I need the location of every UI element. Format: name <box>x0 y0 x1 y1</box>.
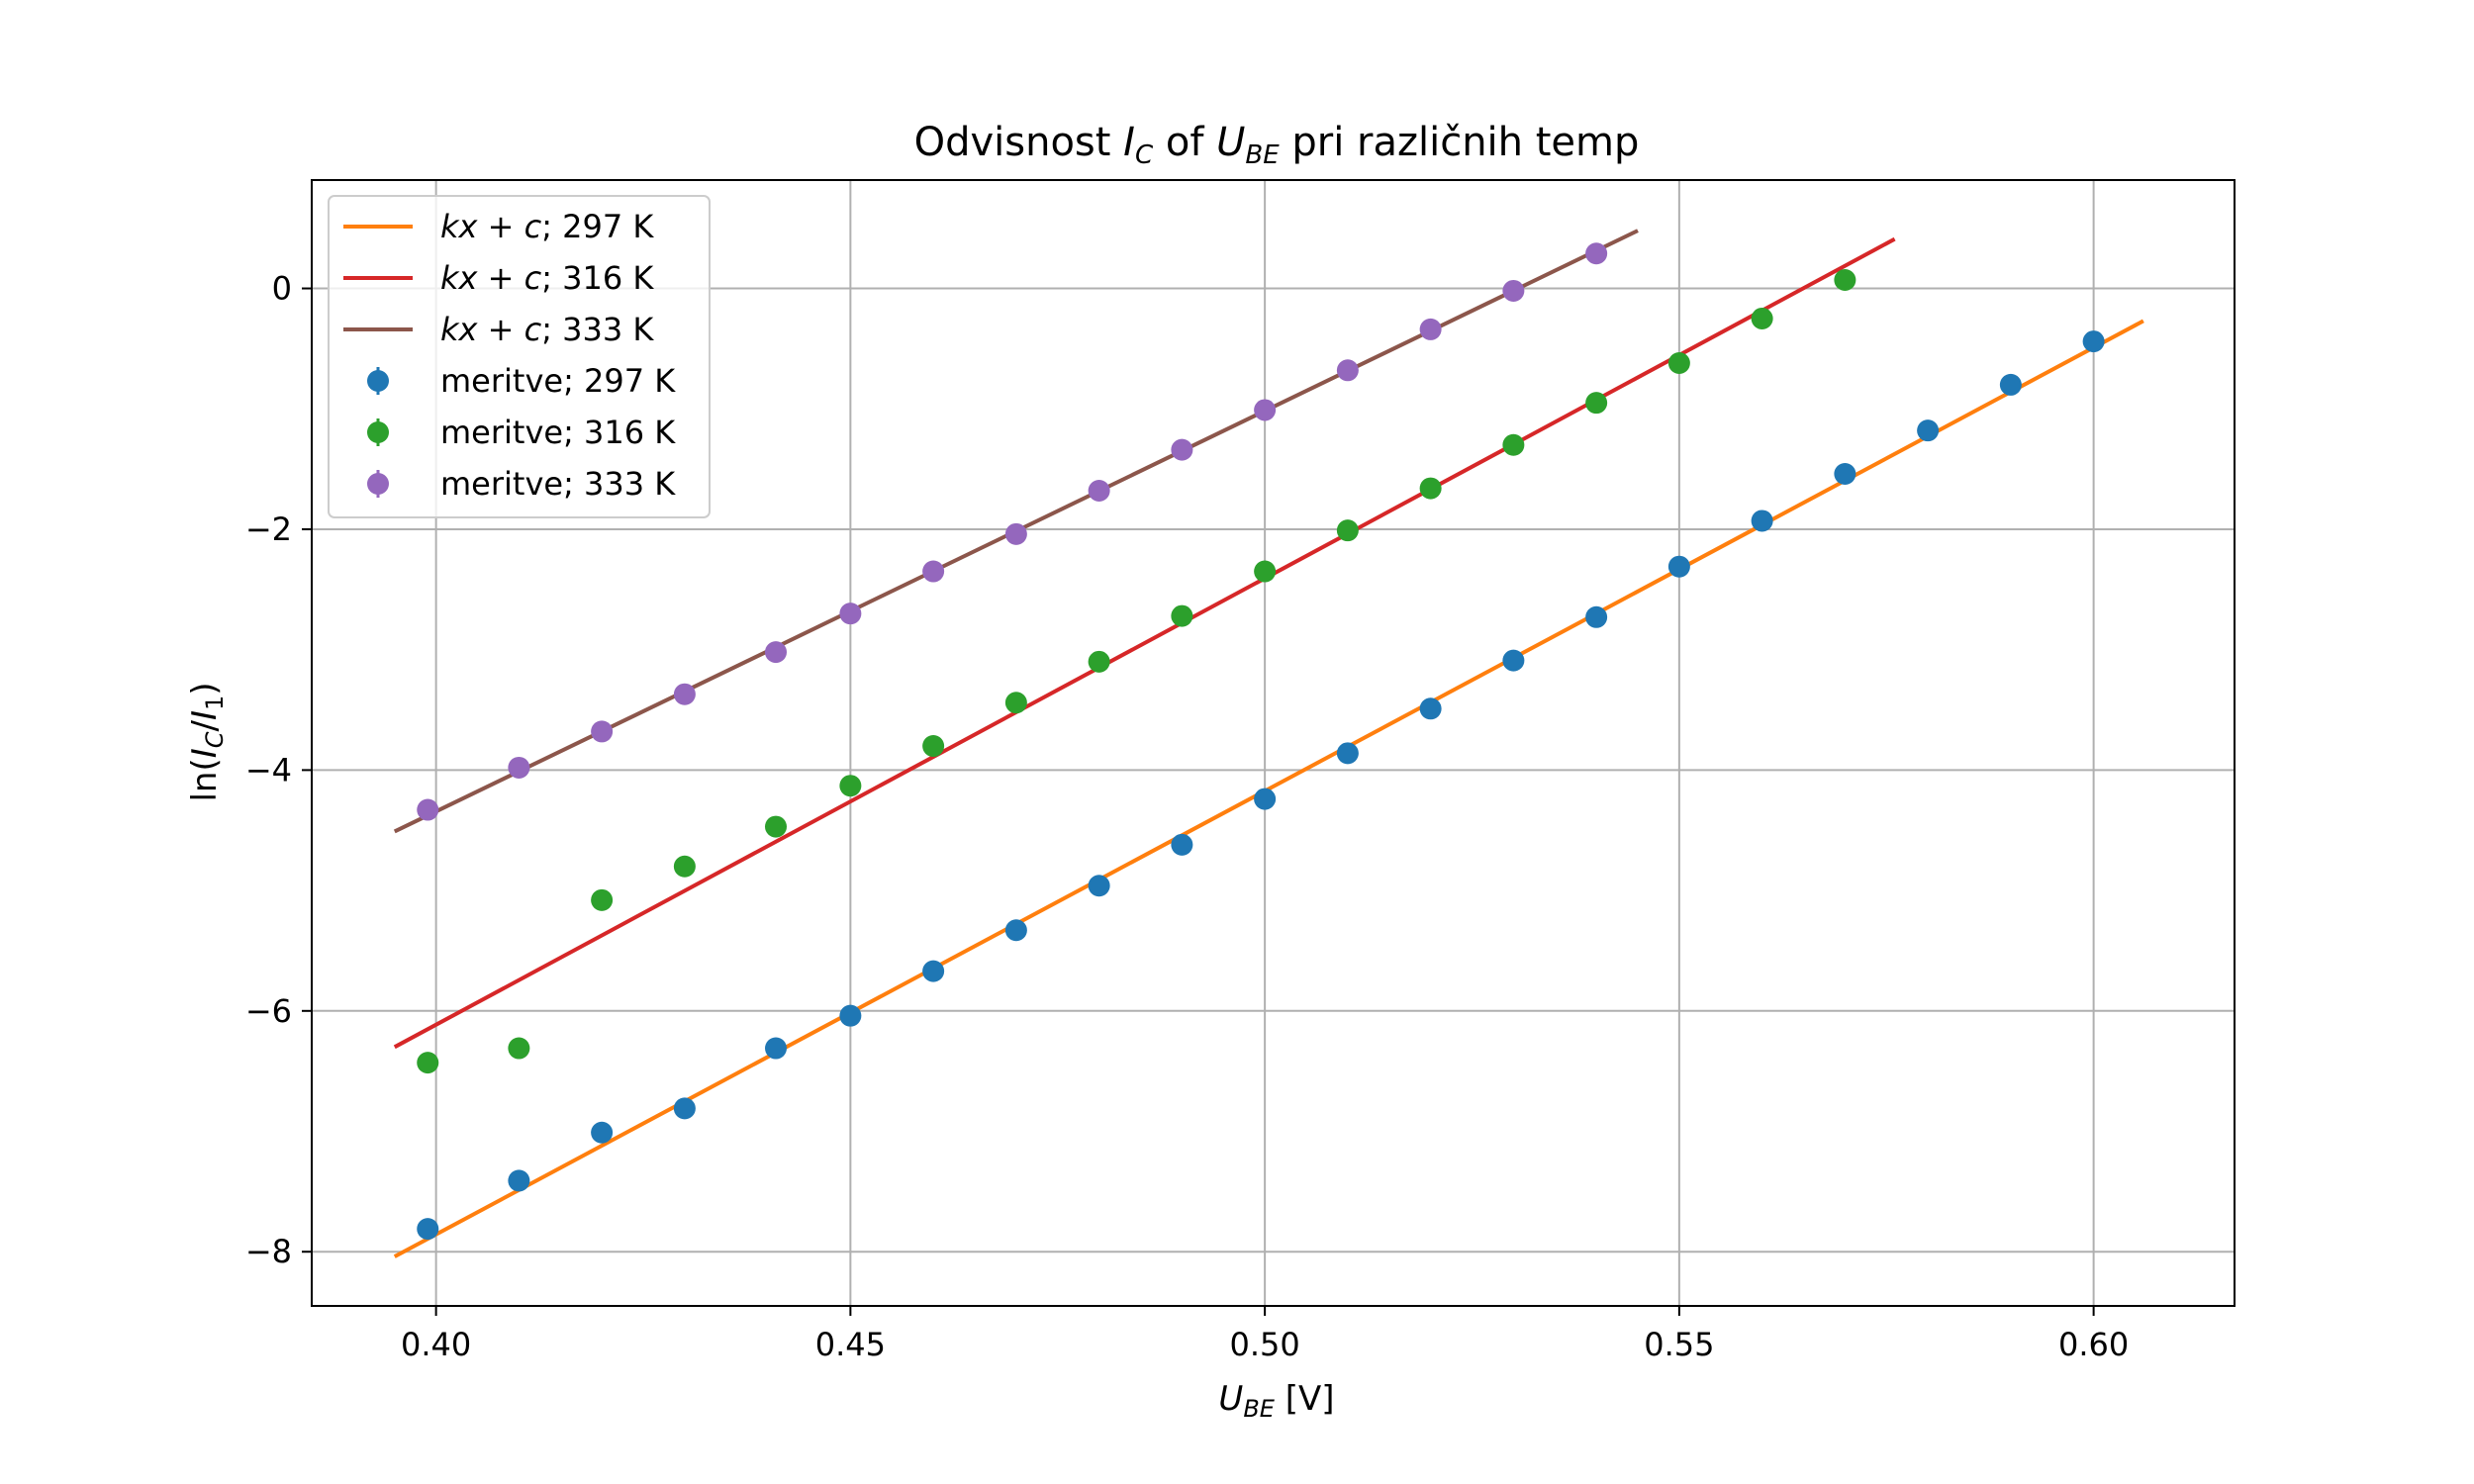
data-point <box>1254 560 1277 583</box>
chart-title: Odvisnost IC of UBE pri različnih temp <box>914 120 1640 170</box>
data-point <box>1419 697 1442 720</box>
data-point <box>922 560 945 583</box>
data-point <box>1834 269 1856 292</box>
data-point <box>417 1218 439 1241</box>
data-point <box>2082 330 2105 353</box>
data-point <box>839 775 862 797</box>
data-point <box>508 1037 530 1060</box>
data-point <box>765 815 787 838</box>
data-point <box>1336 519 1359 542</box>
data-point <box>1751 510 1773 532</box>
data-point <box>417 1052 439 1074</box>
data-point <box>1254 788 1277 810</box>
data-point <box>1751 307 1773 329</box>
legend-marker-swatch <box>367 370 389 392</box>
y-tick-label: 0 <box>272 270 292 308</box>
data-point <box>1585 242 1608 265</box>
y-tick-label: −2 <box>245 510 292 548</box>
data-point <box>1088 480 1110 503</box>
legend-marker-swatch <box>367 421 389 443</box>
data-point <box>765 1037 787 1060</box>
x-tick-label: 0.40 <box>401 1326 471 1363</box>
data-point <box>1999 373 2022 396</box>
data-point <box>1834 462 1856 485</box>
legend-label: kx + c; 333 K <box>440 311 654 348</box>
data-point <box>1667 555 1690 578</box>
y-axis-ticks: −8 −6 −4 −2 0 <box>245 270 312 1270</box>
data-point <box>1171 604 1193 627</box>
y-tick-label: −8 <box>245 1233 292 1270</box>
data-point <box>591 1121 614 1144</box>
data-point <box>508 756 530 779</box>
y-tick-label: −4 <box>245 751 292 788</box>
legend-label: meritve; 333 K <box>440 465 676 503</box>
data-point <box>1254 399 1277 421</box>
data-point <box>1667 352 1690 375</box>
data-point <box>591 888 614 911</box>
data-point <box>1917 419 1940 442</box>
data-point <box>1088 650 1110 673</box>
x-tick-label: 0.45 <box>815 1326 886 1363</box>
data-point <box>673 855 696 878</box>
data-points <box>417 242 2105 1241</box>
legend-label: kx + c; 297 K <box>440 208 654 245</box>
data-point <box>417 798 439 821</box>
data-point <box>1502 433 1525 456</box>
x-tick-label: 0.55 <box>1644 1326 1714 1363</box>
data-point <box>922 960 945 982</box>
data-point <box>1585 605 1608 628</box>
grid <box>312 180 2235 1306</box>
x-axis-label: UBE [V] <box>1218 1379 1334 1423</box>
data-point <box>1502 279 1525 302</box>
legend-box <box>328 195 711 518</box>
data-point <box>591 720 614 743</box>
y-tick-label: −6 <box>245 992 292 1030</box>
legend: kx + c; 297 K kx + c; 316 K kx + c; 333 K m… <box>328 195 711 518</box>
data-point <box>673 683 696 705</box>
x-tick-label: 0.50 <box>1230 1326 1300 1363</box>
data-point <box>1419 318 1442 340</box>
legend-label: kx + c; 316 K <box>440 259 654 297</box>
data-point <box>1336 359 1359 382</box>
data-point <box>839 603 862 625</box>
data-point <box>1502 649 1525 672</box>
data-point <box>1004 919 1027 942</box>
legend-marker-swatch <box>367 473 389 495</box>
data-point <box>1336 742 1359 765</box>
data-point <box>1004 522 1027 545</box>
x-tick-label: 0.60 <box>2058 1326 2129 1363</box>
data-point <box>1004 692 1027 714</box>
data-point <box>1171 438 1193 461</box>
legend-label: meritve; 297 K <box>440 362 676 400</box>
x-axis-ticks: 0.40 0.45 0.50 0.55 0.60 <box>401 1306 2129 1363</box>
data-point <box>922 735 945 758</box>
data-point <box>1088 875 1110 897</box>
data-point <box>508 1169 530 1192</box>
data-point <box>839 1004 862 1027</box>
data-point <box>673 1097 696 1120</box>
data-point <box>1419 477 1442 500</box>
legend-label: meritve; 316 K <box>440 414 676 451</box>
fit-line <box>393 236 1896 1050</box>
data-point <box>1585 392 1608 415</box>
data-point <box>765 641 787 664</box>
data-point <box>1171 833 1193 856</box>
plot-frame <box>311 179 2236 1307</box>
